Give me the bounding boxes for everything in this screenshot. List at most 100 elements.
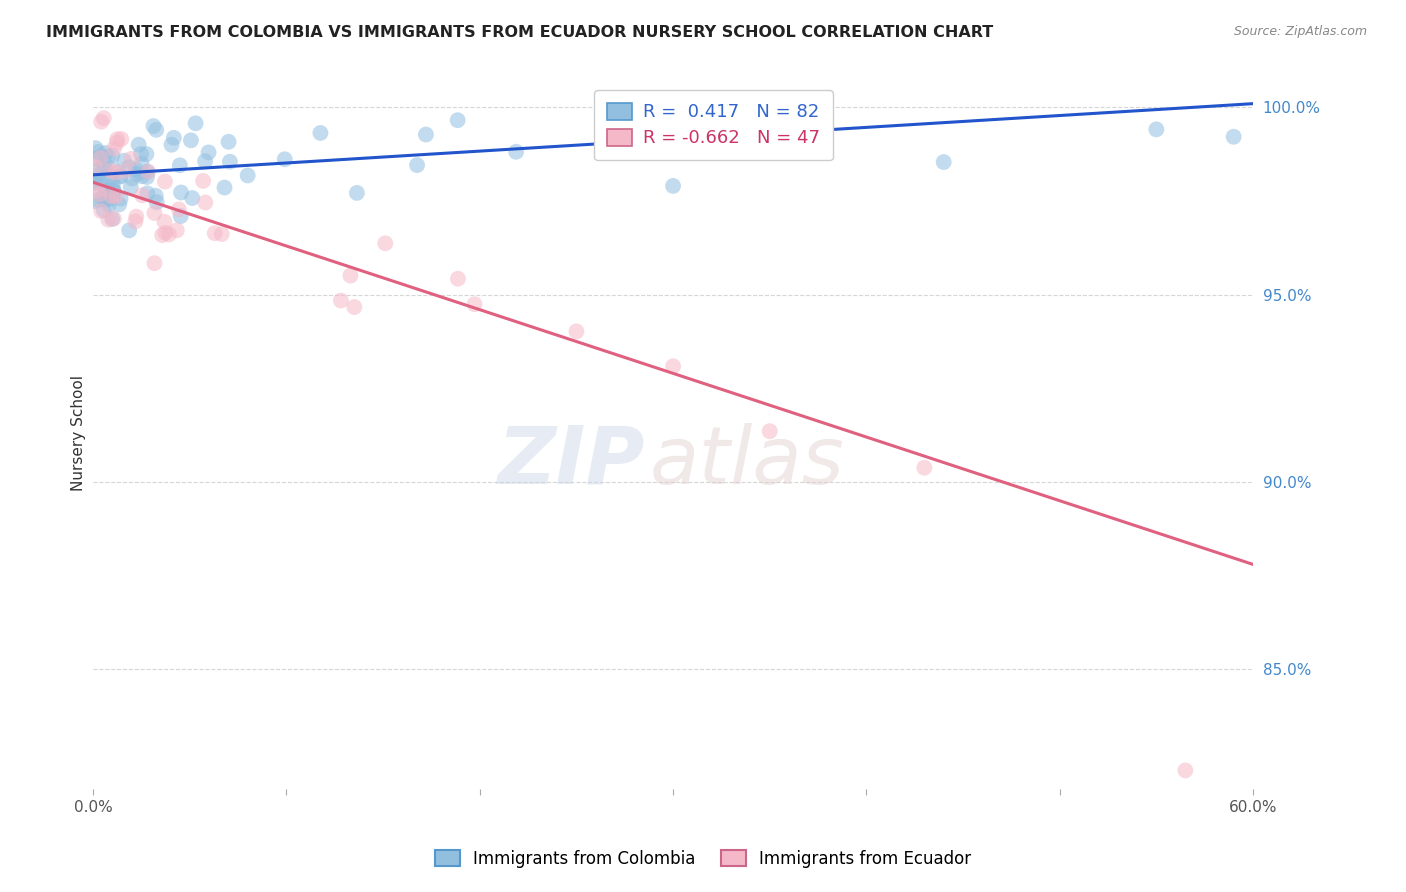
Point: [143, 256, 166, 270]
Point: [112, 153, 135, 168]
Point: [565, 324, 588, 338]
Point: [87, 168, 110, 182]
Point: [93, 161, 115, 176]
Point: [167, 202, 190, 217]
Point: [90, 115, 112, 129]
Point: [204, 226, 226, 240]
Point: [110, 132, 132, 146]
Point: [84, 176, 107, 190]
Point: [110, 192, 132, 206]
Point: [86, 176, 108, 190]
Point: [464, 297, 486, 311]
Y-axis label: Nursery School: Nursery School: [72, 376, 86, 491]
Point: [101, 211, 124, 226]
Point: [97, 198, 120, 212]
Point: [131, 169, 153, 184]
Point: [94, 185, 117, 199]
Point: [105, 132, 128, 146]
Point: [104, 165, 127, 179]
Point: [118, 160, 141, 174]
Point: [125, 210, 148, 224]
Point: [90, 151, 112, 165]
Point: [103, 185, 125, 199]
Point: [415, 128, 437, 142]
Point: [136, 165, 159, 179]
Point: [912, 460, 935, 475]
Point: [84, 152, 107, 166]
Point: [145, 188, 167, 202]
Point: [145, 123, 167, 137]
Point: [197, 145, 219, 160]
Point: [170, 186, 193, 200]
Point: [93, 155, 115, 169]
Point: [153, 215, 176, 229]
Point: [346, 186, 368, 200]
Point: [218, 135, 240, 149]
Point: [214, 180, 236, 194]
Point: [98, 193, 121, 207]
Point: [96, 193, 118, 207]
Point: [932, 155, 955, 169]
Text: ZIP: ZIP: [496, 423, 644, 500]
Point: [87, 183, 110, 197]
Point: [103, 211, 125, 226]
Text: IMMIGRANTS FROM COLOMBIA VS IMMIGRANTS FROM ECUADOR NURSERY SCHOOL CORRELATION C: IMMIGRANTS FROM COLOMBIA VS IMMIGRANTS F…: [46, 25, 994, 40]
Point: [155, 226, 177, 240]
Point: [662, 178, 685, 193]
Text: Source: ZipAtlas.com: Source: ZipAtlas.com: [1233, 25, 1367, 38]
Point: [143, 206, 166, 220]
Point: [1222, 129, 1244, 144]
Point: [121, 171, 143, 186]
Point: [100, 189, 122, 203]
Legend: Immigrants from Colombia, Immigrants from Ecuador: Immigrants from Colombia, Immigrants fro…: [429, 844, 977, 875]
Point: [505, 145, 527, 159]
Point: [120, 180, 142, 194]
Point: [105, 189, 128, 203]
Point: [105, 136, 128, 150]
Point: [86, 193, 108, 207]
Point: [110, 169, 132, 184]
Point: [100, 169, 122, 183]
Point: [97, 150, 120, 164]
Point: [136, 186, 159, 201]
Point: [94, 146, 117, 161]
Point: [181, 191, 204, 205]
Point: [93, 203, 115, 218]
Point: [94, 192, 117, 206]
Point: [662, 359, 685, 374]
Point: [91, 190, 114, 204]
Point: [84, 141, 107, 155]
Point: [309, 126, 332, 140]
Point: [128, 137, 150, 152]
Point: [758, 424, 780, 438]
Point: [180, 133, 202, 147]
Point: [89, 161, 111, 176]
Point: [84, 172, 107, 186]
Point: [118, 223, 141, 237]
Point: [125, 162, 148, 177]
Point: [93, 111, 115, 125]
Point: [157, 227, 180, 242]
Point: [131, 157, 153, 171]
Point: [163, 130, 186, 145]
Point: [89, 187, 111, 202]
Point: [84, 160, 107, 174]
Point: [406, 158, 429, 172]
Point: [211, 227, 233, 241]
Point: [339, 268, 361, 283]
Point: [101, 183, 124, 197]
Point: [166, 223, 188, 237]
Point: [131, 188, 153, 202]
Point: [170, 209, 193, 223]
Point: [103, 183, 125, 197]
Point: [89, 150, 111, 164]
Point: [136, 169, 159, 184]
Point: [145, 195, 167, 210]
Point: [87, 145, 110, 159]
Point: [90, 204, 112, 219]
Point: [120, 152, 142, 166]
Point: [194, 154, 217, 169]
Point: [108, 197, 131, 211]
Point: [101, 148, 124, 162]
Point: [114, 163, 136, 178]
